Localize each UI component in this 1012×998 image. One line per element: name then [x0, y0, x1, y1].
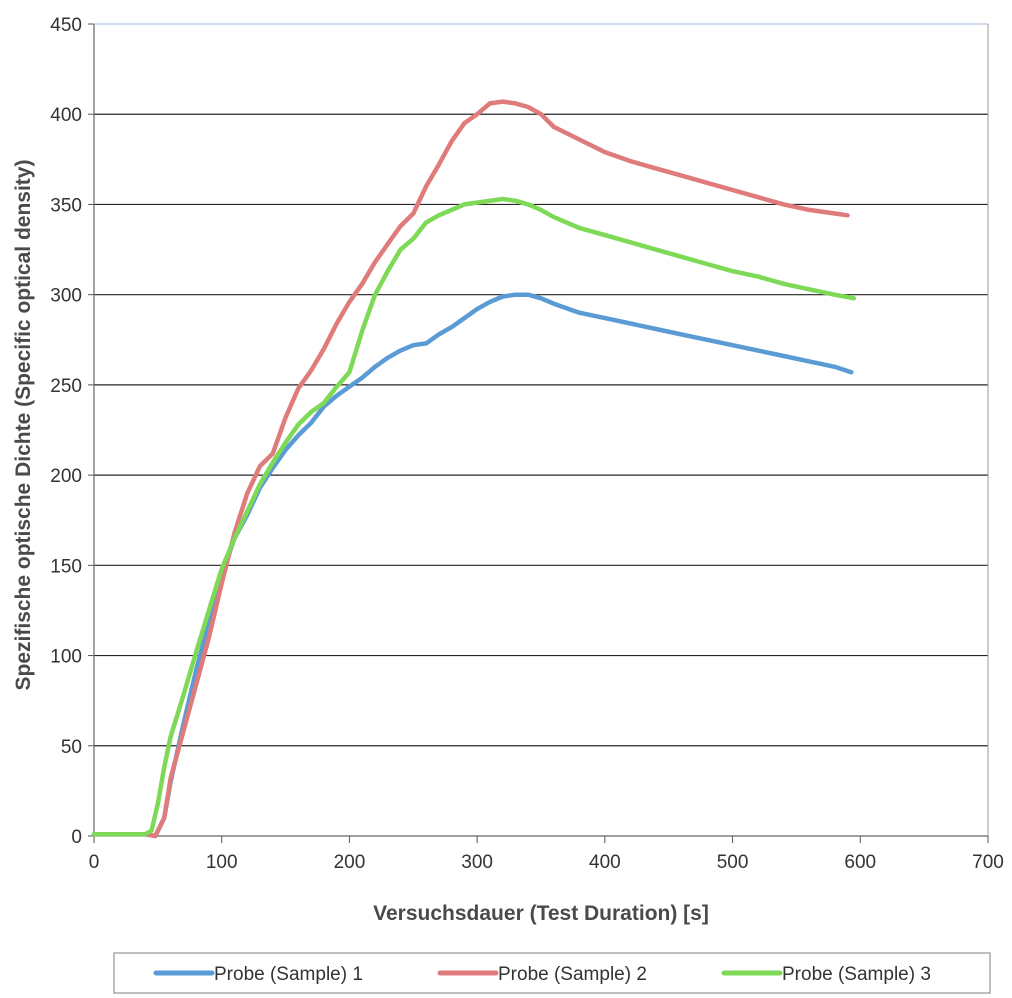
y-tick-label: 200 [50, 466, 82, 487]
x-tick-label: 100 [206, 852, 238, 873]
axes [88, 23, 989, 843]
tick-labels: 0 50 100 150 200 250 300 350 400 450 0 100 200 300 400… [50, 15, 1004, 873]
y-tick-label: 350 [50, 195, 82, 216]
x-tick-label: 200 [334, 852, 366, 873]
y-tick-label: 50 [61, 737, 82, 758]
series-lines [91, 99, 857, 839]
x-tick-label: 400 [589, 852, 621, 873]
grid-lines [94, 113, 988, 747]
series-line-2 [91, 99, 850, 839]
x-tick-label: 700 [972, 852, 1004, 873]
legend-label-2: Probe (Sample) 2 [498, 964, 647, 985]
x-tick-label: 300 [461, 852, 493, 873]
legend: Probe (Sample) 1 Probe (Sample) 2 Probe (S… [113, 952, 991, 994]
y-tick-label: 400 [50, 105, 82, 126]
x-tick-label: 500 [717, 852, 749, 873]
plot-area [94, 24, 988, 836]
legend-box [113, 952, 991, 994]
y-tick-label: 150 [50, 556, 82, 577]
legend-label-3: Probe (Sample) 3 [782, 964, 931, 985]
series-line-1 [91, 292, 854, 839]
legend-label-1: Probe (Sample) 1 [214, 964, 363, 985]
y-tick-label: 0 [71, 827, 82, 848]
series-line-3 [91, 196, 857, 837]
x-tick-label: 0 [89, 852, 100, 873]
y-tick-label: 450 [50, 15, 82, 36]
x-axis-title: Versuchsdauer (Test Duration) [s] [373, 902, 709, 925]
y-tick-label: 300 [50, 286, 82, 307]
y-tick-label: 100 [50, 647, 82, 668]
y-axis-title: Spezifische optische Dichte (Specific op… [12, 160, 35, 691]
y-tick-label: 250 [50, 376, 82, 397]
x-tick-label: 600 [844, 852, 876, 873]
